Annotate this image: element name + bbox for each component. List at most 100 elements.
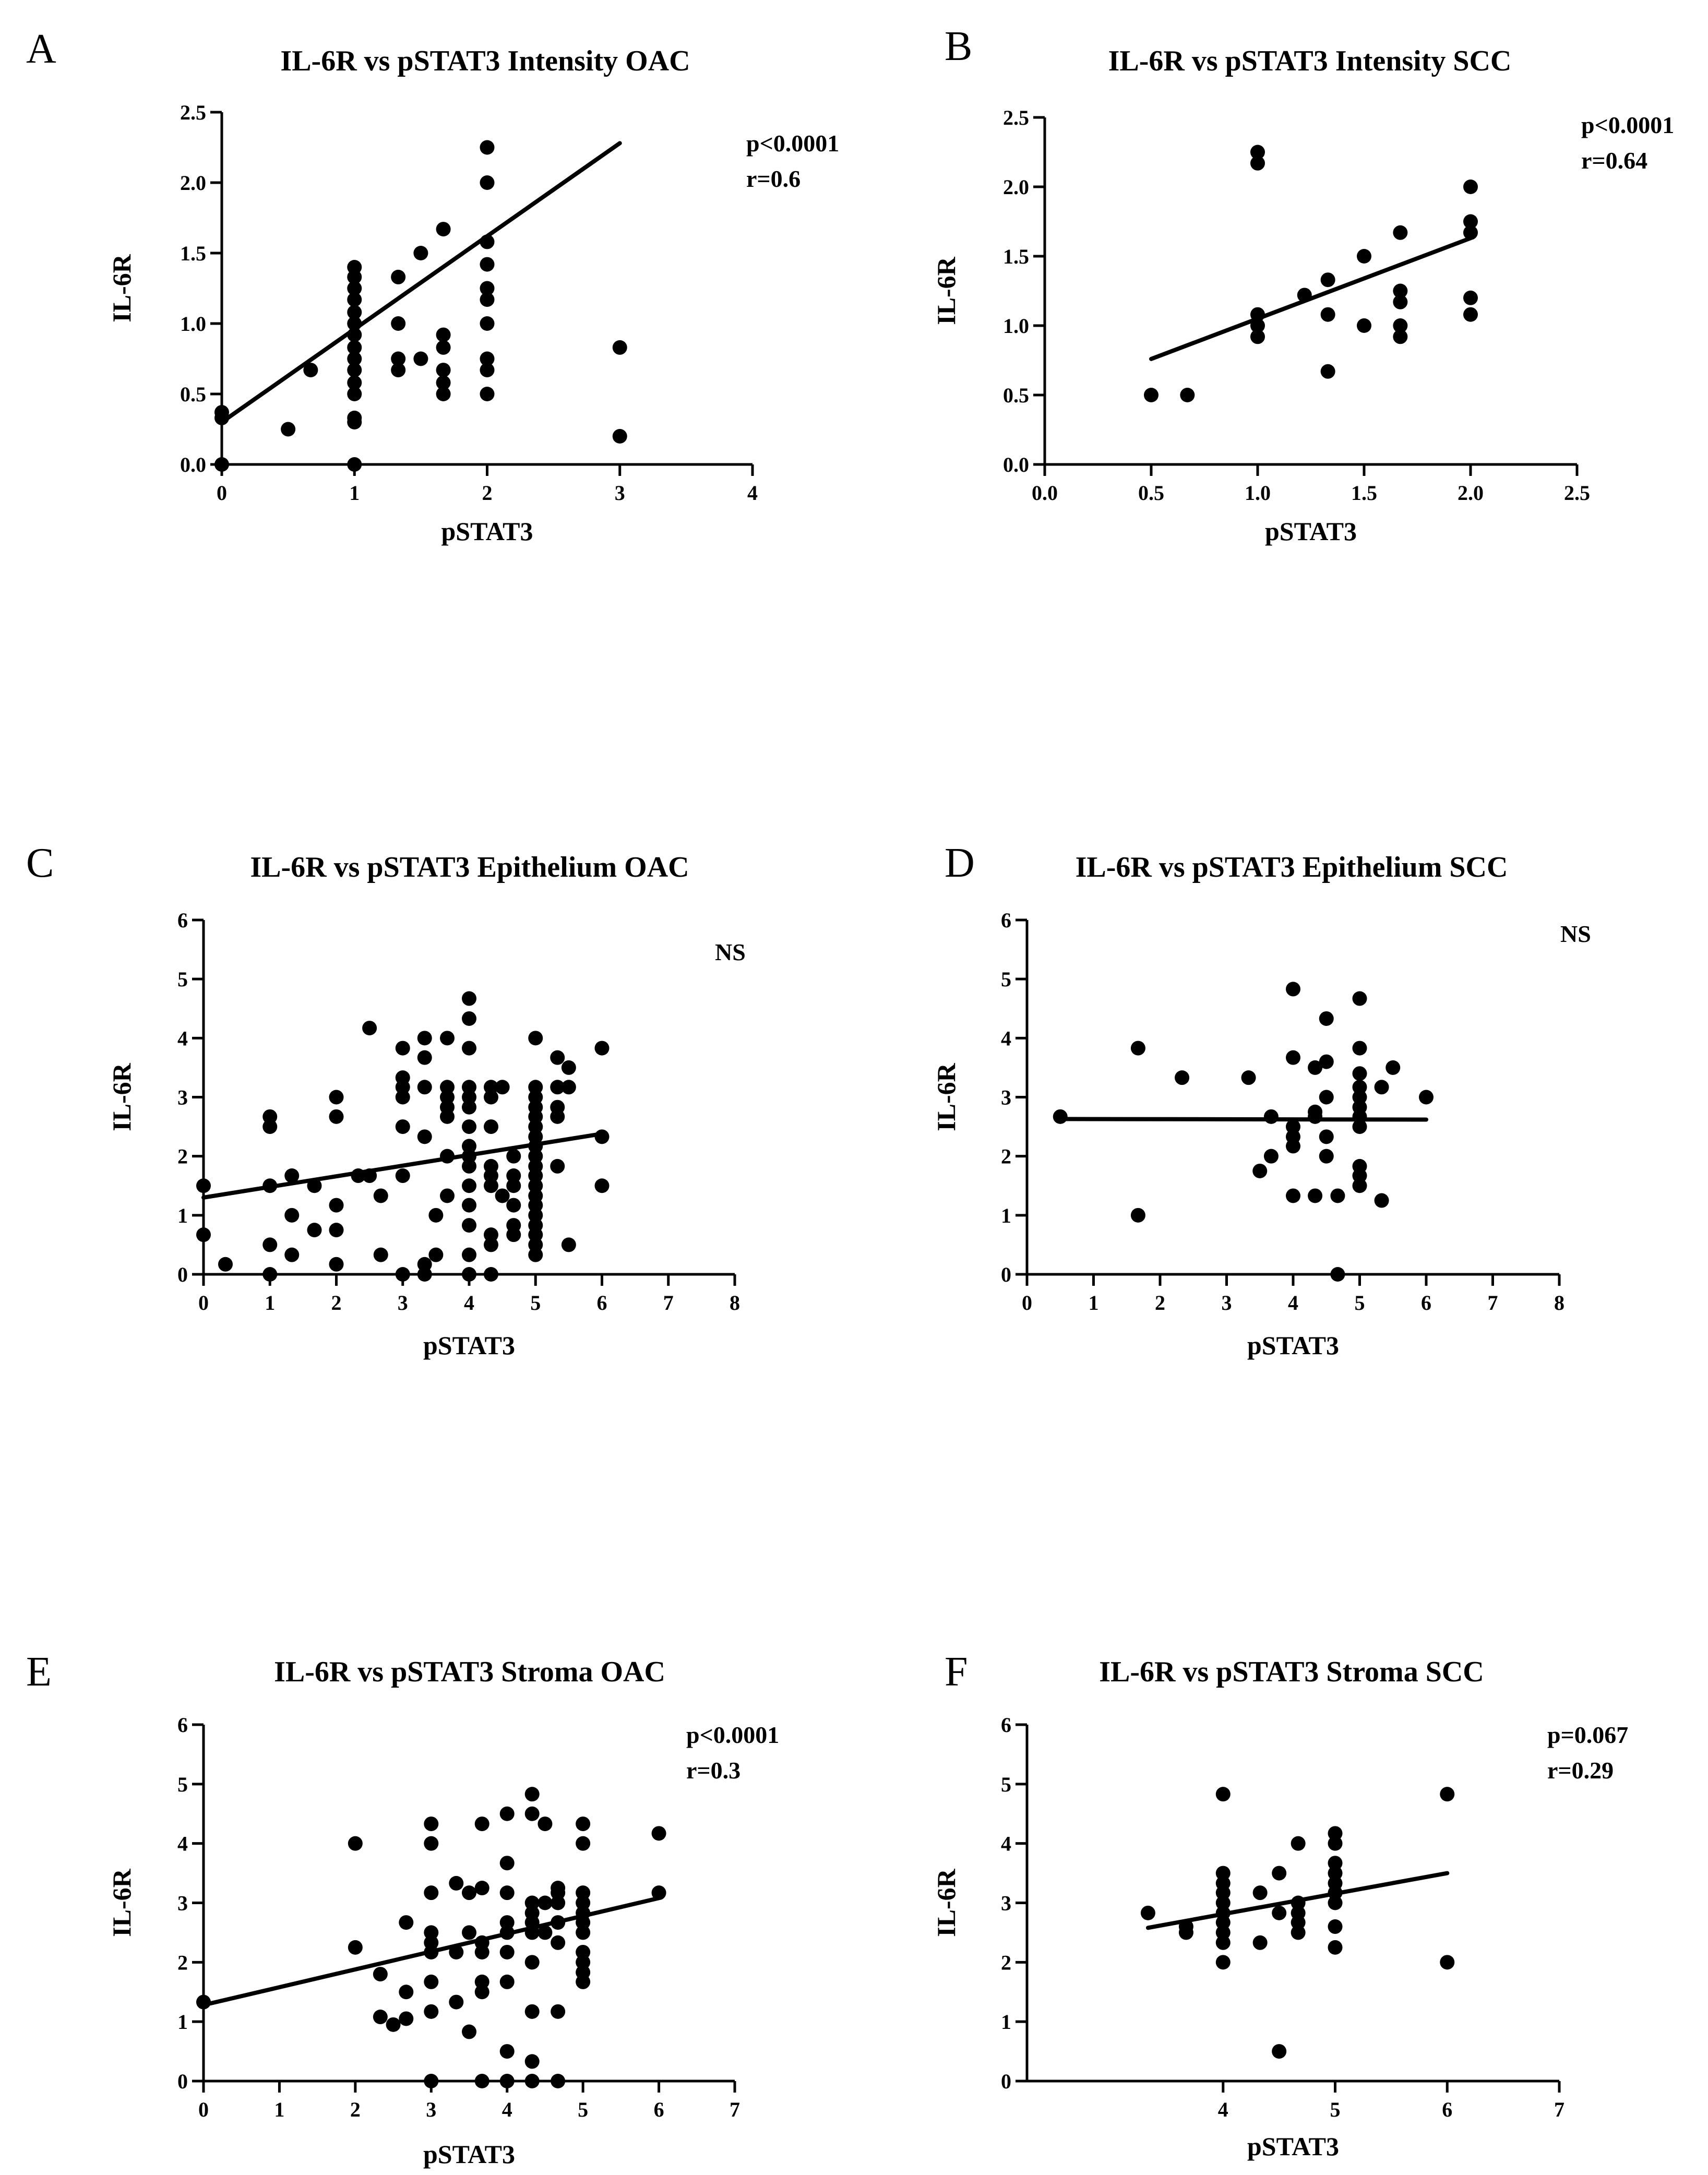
data-point [528, 1158, 543, 1174]
data-point [395, 1070, 410, 1085]
y-tick-label: 1.5 [180, 242, 206, 265]
data-point [424, 1836, 439, 1851]
y-tick-label: 6 [177, 909, 188, 932]
data-point [391, 351, 406, 366]
y-tick-label: 2 [177, 1145, 188, 1168]
y-tick-label: 1.0 [1003, 314, 1029, 338]
regression-line [201, 1131, 604, 1200]
data-point [347, 410, 362, 425]
data-point [483, 1090, 498, 1105]
y-tick-label: 1 [1001, 2010, 1011, 2034]
data-point [1286, 982, 1300, 997]
data-point [1463, 307, 1478, 322]
data-point [1393, 283, 1408, 298]
y-tick-label: 2.5 [1003, 106, 1029, 129]
y-tick-label: 0 [177, 1263, 188, 1286]
data-point [1263, 1109, 1279, 1124]
data-point [462, 1198, 476, 1213]
data-point [538, 1895, 553, 1910]
data-point [329, 1198, 344, 1213]
data-point [373, 1188, 388, 1203]
data-point [1272, 1866, 1287, 1881]
data-point [528, 1188, 543, 1203]
data-point [214, 405, 229, 420]
data-point [1352, 1100, 1367, 1115]
x-tick-label: 5 [1330, 2098, 1341, 2121]
data-point [1319, 1149, 1334, 1164]
data-point [348, 1940, 363, 1955]
x-axis-label: pSTAT3 [423, 2140, 515, 2169]
panel-letter: E [26, 1649, 52, 1695]
data-point [1250, 156, 1265, 171]
y-tick-label: 5 [1001, 1773, 1011, 1796]
data-point [399, 2011, 414, 2026]
data-point [417, 1080, 432, 1095]
data-point [1215, 1955, 1231, 1970]
data-point [1393, 225, 1408, 240]
y-tick-label: 5 [1001, 967, 1011, 991]
data-point [329, 1223, 344, 1238]
y-tick-label: 0.5 [1003, 384, 1029, 407]
data-point [528, 1100, 543, 1115]
data-point [1419, 1090, 1434, 1105]
data-point [1440, 1955, 1455, 1970]
data-point [483, 1158, 498, 1174]
data-point [347, 281, 362, 296]
y-tick-label: 4 [177, 1832, 188, 1856]
stat-annotation: r=0.3 [686, 1757, 740, 1784]
y-tick-label: 1 [177, 1204, 188, 1227]
data-point [399, 1915, 414, 1930]
data-point [1393, 294, 1408, 309]
x-tick-label: 4 [1218, 2098, 1228, 2121]
data-point [440, 1080, 455, 1095]
data-point [1308, 1188, 1323, 1203]
y-axis-label: IL-6R [931, 256, 961, 325]
x-tick-label: 6 [1421, 1291, 1431, 1314]
data-point [483, 1119, 498, 1134]
data-point [1328, 1856, 1343, 1871]
x-tick-label: 5 [578, 2098, 588, 2121]
data-point [1320, 272, 1335, 288]
data-point [528, 1218, 543, 1233]
chart-title: IL-6R vs pSTAT3 Stroma SCC [1099, 1656, 1484, 1688]
data-point [428, 1247, 444, 1262]
data-point [362, 1021, 377, 1036]
data-point [499, 1885, 515, 1901]
y-tick-label: 0.0 [1003, 453, 1029, 476]
x-tick-label: 7 [730, 2098, 740, 2121]
y-tick-label: 1.0 [180, 312, 206, 336]
data-point [417, 1031, 432, 1046]
panel-letter: D [945, 840, 975, 886]
data-point [551, 1881, 566, 1896]
chart-panel-a: A IL-6R vs pSTAT3 Intensity OAC 0 1 2 3 4 0.0 0.… [26, 26, 839, 546]
data-point [1180, 388, 1195, 402]
data-point [483, 1178, 498, 1193]
y-tick-label: 4 [1001, 1026, 1011, 1050]
data-point [462, 1247, 476, 1262]
data-point [1308, 1104, 1323, 1119]
data-point [1252, 1885, 1268, 1901]
y-tick-label: 1.5 [1003, 245, 1029, 268]
data-point [499, 1944, 515, 1959]
y-tick-label: 0.5 [180, 383, 206, 406]
data-point [399, 1985, 414, 2000]
y-tick-label: 1 [1001, 1204, 1011, 1227]
data-point [218, 1257, 233, 1272]
data-point [373, 1247, 388, 1262]
data-point [347, 375, 362, 390]
data-point [1374, 1193, 1389, 1208]
data-point [413, 351, 428, 366]
data-point [528, 1090, 543, 1105]
data-point [449, 1994, 464, 2010]
data-point [483, 1267, 498, 1282]
data-point [594, 1129, 610, 1144]
data-point [480, 281, 495, 296]
chart-title: IL-6R vs pSTAT3 Stroma OAC [274, 1656, 665, 1688]
data-point [1330, 1267, 1345, 1282]
data-point [436, 375, 451, 390]
data-point [561, 1080, 576, 1095]
regression-line [201, 1896, 661, 2007]
chart-panel-d: D IL-6R vs pSTAT3 Epithelium SCC 0 1 2 3 4 5 6 7 8… [931, 840, 1591, 1360]
data-point [436, 340, 451, 355]
data-point [1308, 1060, 1323, 1075]
